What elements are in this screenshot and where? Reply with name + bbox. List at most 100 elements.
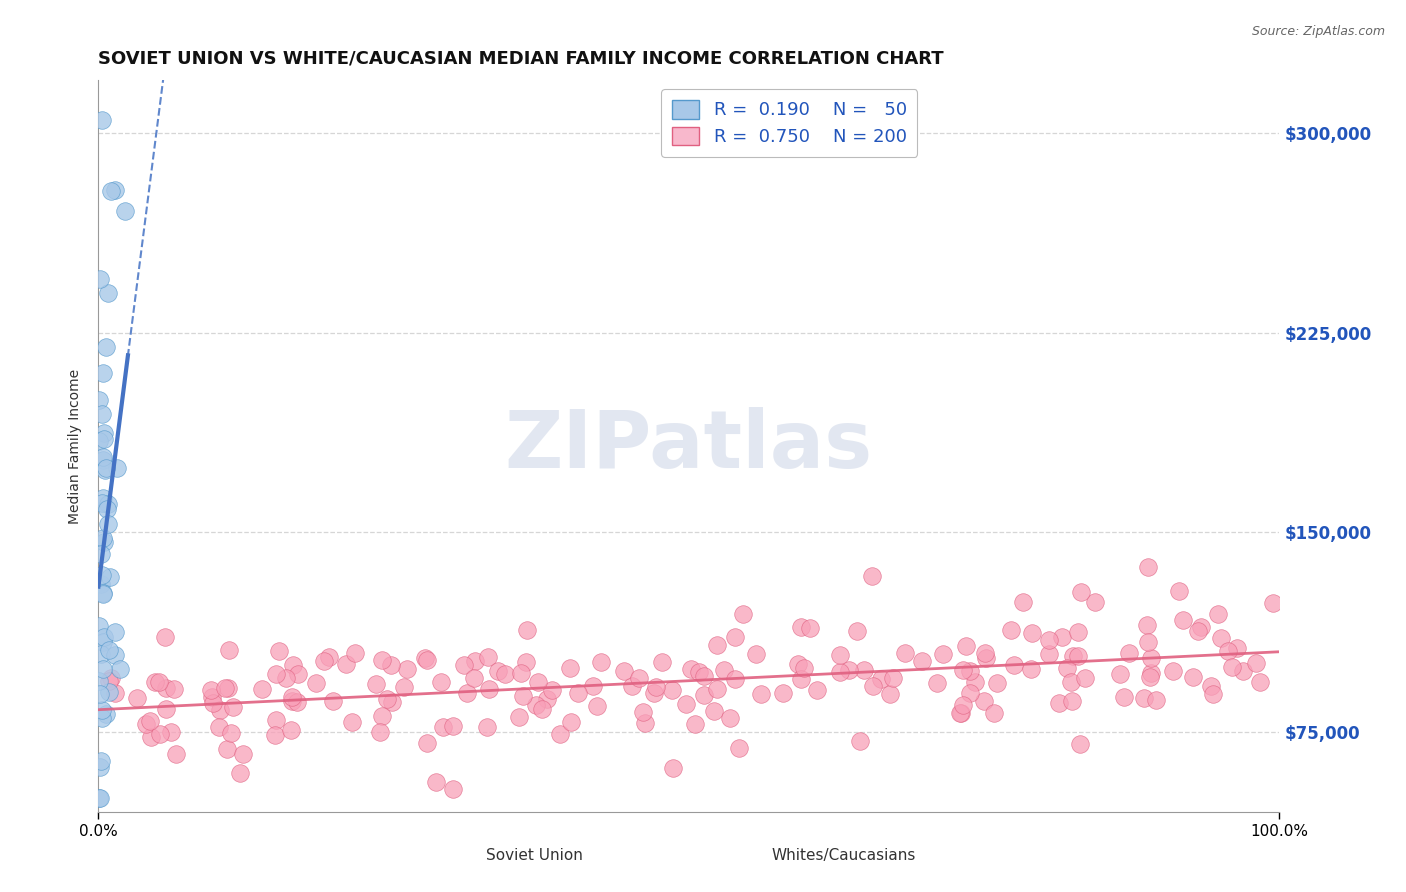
Point [209,703,232,717]
Point [949,706,972,720]
Point [90,754,112,768]
Point [1056,661,1078,675]
Point [862,679,884,693]
Point [463,672,485,686]
Point [965,675,987,690]
Point [567,686,589,700]
Point [90,407,112,421]
Point [1021,626,1043,640]
Point [515,655,537,669]
Point [96,286,118,301]
Point [749,687,772,701]
Point [486,665,509,679]
Point [882,671,904,685]
Point [675,698,697,712]
Point [1218,644,1240,658]
Point [93,453,115,467]
Point [910,654,932,668]
Point [415,651,437,665]
Point [222,699,245,714]
Point [973,694,995,708]
Point [894,646,917,660]
Point [527,675,550,690]
Point [90,577,112,591]
Point [959,665,981,679]
Text: Source: ZipAtlas.com: Source: ZipAtlas.com [1251,25,1385,38]
Point [89,271,111,285]
Point [91,587,114,601]
Point [285,695,308,709]
Point [1118,646,1140,660]
Point [1140,666,1163,681]
Point [932,647,955,661]
Point [613,664,636,678]
Point [1062,648,1084,663]
Point [1069,737,1091,751]
Legend: R =  0.190    N =   50, R =  0.750    N = 200: R = 0.190 N = 50, R = 0.750 N = 200 [661,89,918,157]
Point [692,669,714,683]
Point [281,658,304,673]
Point [1074,671,1097,685]
Point [201,696,224,710]
Point [108,661,131,675]
Point [208,720,231,734]
Point [846,624,869,638]
Point [91,531,114,545]
Point [727,741,749,756]
Point [371,709,394,723]
Point [586,699,609,714]
Text: SOVIET UNION VS WHITE/CAUCASIAN MEDIAN FAMILY INCOME CORRELATION CHART: SOVIET UNION VS WHITE/CAUCASIAN MEDIAN F… [98,50,943,68]
Point [560,714,582,729]
Point [661,682,683,697]
Point [91,635,114,649]
Point [706,638,728,652]
Point [1139,669,1161,683]
Point [1161,664,1184,678]
Point [87,434,110,448]
Point [1181,670,1204,684]
Point [1021,662,1043,676]
Point [98,685,121,699]
Point [1067,648,1090,663]
Point [344,647,367,661]
Point [104,182,127,196]
Point [91,450,114,465]
Point [540,682,562,697]
Point [731,607,754,621]
Point [219,726,242,740]
Point [91,366,114,380]
Point [139,714,162,729]
Point [366,677,388,691]
Point [560,661,582,675]
Point [96,502,118,516]
Point [381,695,404,709]
Point [702,704,724,718]
Point [530,701,553,715]
Point [508,710,530,724]
Point [201,690,224,704]
Text: Soviet Union: Soviet Union [486,848,582,863]
Point [494,666,516,681]
Point [165,747,187,761]
Point [952,698,974,713]
Point [104,625,127,640]
Point [628,671,651,685]
Point [790,620,813,634]
Point [89,687,111,701]
Point [477,649,499,664]
Point [104,686,127,700]
Point [1189,620,1212,634]
Point [200,683,222,698]
Point [214,681,236,696]
Point [94,461,117,475]
Point [281,690,304,704]
Point [681,662,703,676]
Point [1226,641,1249,656]
Point [787,657,810,672]
Point [127,691,149,706]
Point [974,646,997,660]
Point [986,675,1008,690]
Point [1038,647,1060,661]
Point [266,667,288,681]
Point [100,671,122,685]
